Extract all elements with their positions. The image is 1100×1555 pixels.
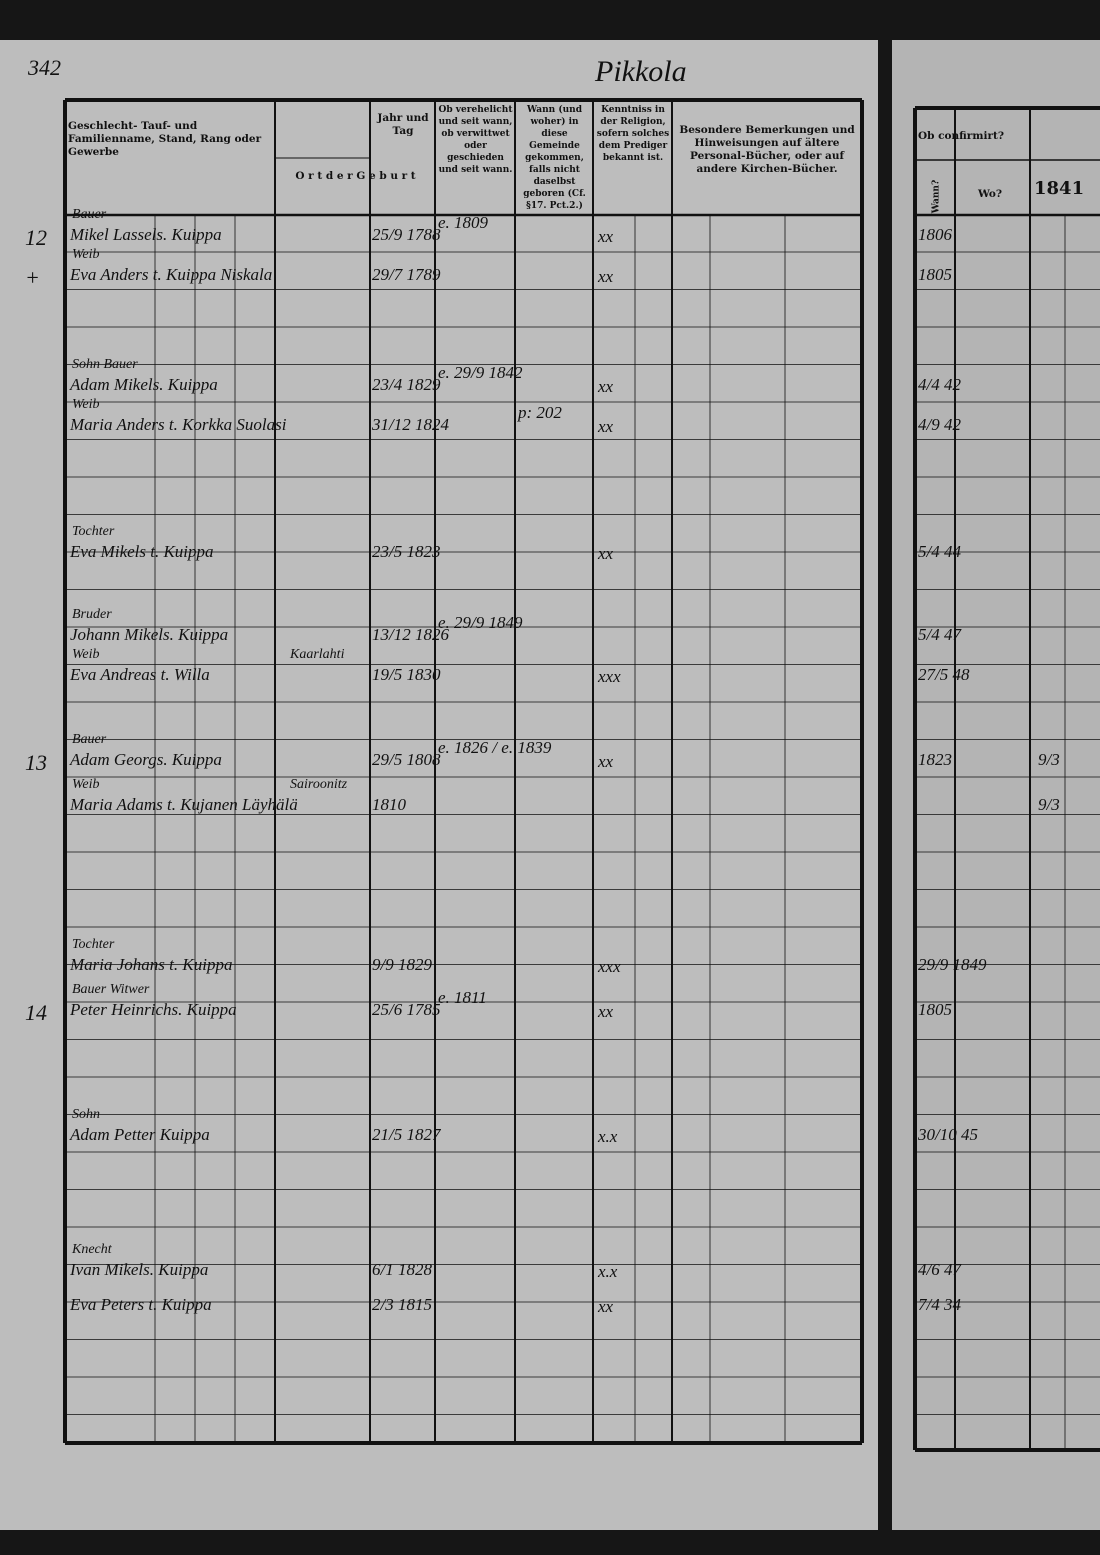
entry-role: Tochter <box>72 937 115 952</box>
entry-confirmed: 4/4 42 <box>918 375 961 394</box>
header-year: 1841 <box>1034 178 1085 199</box>
entry-date: 23/5 1823 <box>372 542 441 561</box>
entry-name: Adam Georgs. Kuippa <box>70 750 222 769</box>
entry-knowledge: xx <box>598 544 614 563</box>
entry-date: 9/9 1829 <box>372 955 432 974</box>
entry-date: 29/5 1808 <box>372 750 441 769</box>
entry-knowledge: xx <box>598 1002 614 1021</box>
entry-date: 23/4 1829 <box>372 375 441 394</box>
entry-name: Eva Peters t. Kuippa <box>70 1295 212 1314</box>
entry-role: Weib <box>72 397 100 412</box>
village-name: Pikkola <box>595 55 687 88</box>
entry-confirmed: 1805 <box>918 265 952 284</box>
entry-knowledge: xx <box>598 1297 614 1316</box>
entry-married: e. 1811 <box>438 988 487 1007</box>
entry-role: Sohn Bauer <box>72 357 138 372</box>
entry-role: Tochter <box>72 524 115 539</box>
entry-name: Peter Heinrichs. Kuippa <box>70 1000 237 1019</box>
entry-knowledge: x.x <box>598 1127 618 1146</box>
entry-date: 19/5 1830 <box>372 665 441 684</box>
entry-place: Kaarlahti <box>290 647 345 662</box>
entry-confirmed: 4/6 47 <box>918 1260 961 1279</box>
header-moved: Wann (und woher) in diese Gemeinde gekom… <box>523 105 586 211</box>
entry-confirmed: 5/4 44 <box>918 542 961 561</box>
entry-number: 12 <box>25 225 47 250</box>
entry-knowledge: xxx <box>598 957 621 976</box>
entry-date: 13/12 1826 <box>372 625 449 644</box>
left-page <box>0 40 878 1530</box>
entry-place: Sairoonitz <box>290 777 348 792</box>
entry-role: Bauer Witwer <box>72 982 150 997</box>
entry-knowledge: xx <box>598 267 614 286</box>
header-remarks: Besondere Bemerkungen und Hinweisungen a… <box>679 124 855 175</box>
entry-confirmed: 29/9 1849 <box>918 955 987 974</box>
entry-confirmed: 4/9 42 <box>918 415 961 434</box>
entry-date: 25/6 1785 <box>372 1000 441 1019</box>
entry-role: Sohn <box>72 1107 100 1122</box>
entry-name: Maria Johans t. Kuippa <box>70 955 233 974</box>
page-number: 342 <box>28 55 61 80</box>
entry-name: Eva Anders t. Kuippa Niskala <box>70 265 273 284</box>
entry-name: Adam Mikels. Kuippa <box>70 375 218 394</box>
entry-role: Knecht <box>72 1242 112 1257</box>
entry-knowledge: xx <box>598 227 614 246</box>
entry-married: e. 29/9 1842 <box>438 363 523 382</box>
entry-confirmed: 1806 <box>918 225 952 244</box>
entry-name: Johann Mikels. Kuippa <box>70 625 229 644</box>
entry-name: Maria Adams t. Kujanen Läyhälä <box>70 795 298 814</box>
entry-date: 6/1 1828 <box>372 1260 432 1279</box>
header-knowledge: Kenntniss in der Religion, sofern solche… <box>596 105 670 163</box>
header-name: Geschlecht- Tauf- und Familienname, Stan… <box>68 120 262 158</box>
entry-number: 14 <box>25 1000 47 1025</box>
entry-confirmed: 1823 <box>918 750 952 769</box>
entry-knowledge: x.x <box>598 1262 618 1281</box>
header-when: Wann? <box>931 179 942 214</box>
entry-name: Adam Petter Kuippa <box>70 1125 210 1144</box>
entry-confirmed: 30/10 45 <box>918 1125 978 1144</box>
entry-married: e. 29/9 1849 <box>438 613 523 632</box>
entry-role: Weib <box>72 247 100 262</box>
entry-date: 2/3 1815 <box>372 1295 432 1314</box>
header-date: Jahr und Tag <box>377 112 429 137</box>
entry-date: 21/5 1827 <box>372 1125 441 1144</box>
header-where: Wo? <box>977 188 1003 200</box>
entry-role: Bauer <box>72 732 107 747</box>
entry-confirmed-place: 9/3 <box>1038 750 1060 769</box>
entry-date: 1810 <box>372 795 406 814</box>
entry-role: Bauer <box>72 207 107 222</box>
header-confirmed: Ob confirmirt? <box>918 130 1004 142</box>
entry-name: Eva Mikels t. Kuippa <box>70 542 214 561</box>
entry-name: Eva Andreas t. Willa <box>70 665 210 684</box>
header-married: Ob verehelicht und seit wann, ob verwitt… <box>438 105 513 175</box>
entry-date: 29/7 1789 <box>372 265 441 284</box>
entry-married: e. 1826 / e. 1839 <box>438 738 552 757</box>
entry-confirmed: 1805 <box>918 1000 952 1019</box>
entry-married: e. 1809 <box>438 213 489 232</box>
entry-date: 25/9 1788 <box>372 225 441 244</box>
entry-number: 13 <box>25 750 47 775</box>
entry-confirmed: 27/5 48 <box>918 665 970 684</box>
entry-role: Weib <box>72 647 100 662</box>
entry-knowledge: xx <box>598 417 614 436</box>
entry-name: Ivan Mikels. Kuippa <box>70 1260 209 1279</box>
entry-knowledge: xxx <box>598 667 621 686</box>
entry-number: + <box>25 265 40 290</box>
entry-knowledge: xx <box>598 752 614 771</box>
entry-confirmed: 7/4 34 <box>918 1295 961 1314</box>
entry-moved: p: 202 <box>518 403 562 422</box>
entry-role: Weib <box>72 777 100 792</box>
entry-name: Mikel Lassels. Kuippa <box>70 225 222 244</box>
entry-confirmed: 5/4 47 <box>918 625 961 644</box>
entry-knowledge: xx <box>598 377 614 396</box>
entry-date: 31/12 1824 <box>372 415 449 434</box>
header-place: O r t d e r G e b u r t <box>295 170 416 182</box>
entry-confirmed-place: 9/3 <box>1038 795 1060 814</box>
entry-role: Bruder <box>72 607 112 622</box>
entry-name: Maria Anders t. Korkka Suolasi <box>70 415 287 434</box>
